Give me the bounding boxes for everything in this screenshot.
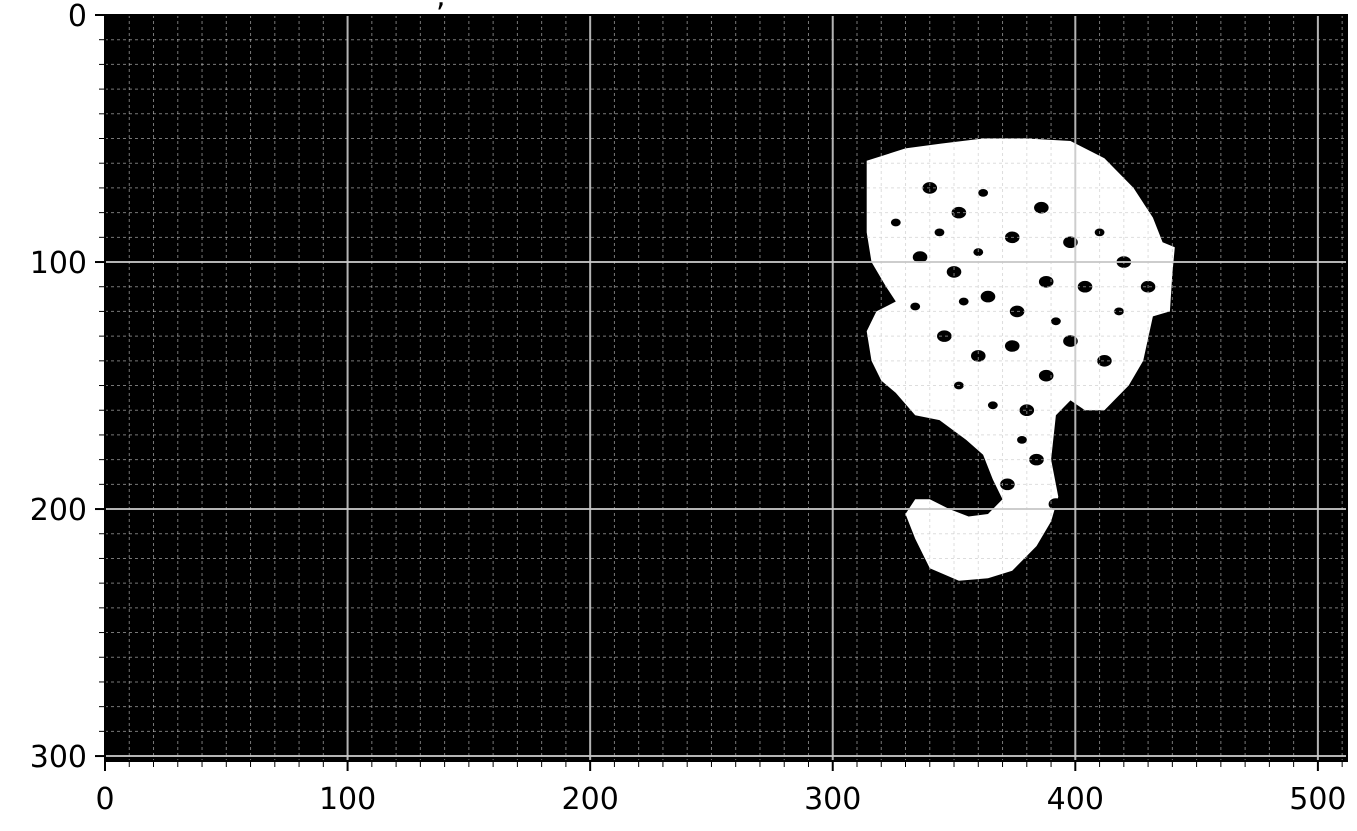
mask-hole bbox=[987, 401, 998, 410]
mask-hole bbox=[978, 188, 989, 197]
mask-hole bbox=[890, 218, 901, 227]
mask-layer bbox=[866, 138, 1175, 581]
mask-hole bbox=[980, 290, 996, 303]
mask-hole bbox=[1051, 317, 1061, 326]
x-tick-label: 0 bbox=[95, 782, 114, 817]
mask-hole bbox=[970, 350, 986, 362]
y-tick-label: 100 bbox=[30, 246, 87, 281]
x-tick-label: 500 bbox=[1289, 782, 1346, 817]
y-tick-label: 300 bbox=[30, 740, 87, 775]
x-tick-label: 300 bbox=[804, 782, 861, 817]
mask-hole bbox=[1097, 355, 1112, 367]
mask-hole bbox=[973, 248, 984, 257]
x-tick-label: 200 bbox=[562, 782, 619, 817]
y-tick-label: 0 bbox=[68, 0, 87, 34]
mask-hole bbox=[1038, 275, 1054, 288]
mask-hole bbox=[934, 228, 945, 237]
mask-hole bbox=[1063, 335, 1078, 347]
mask-hole bbox=[1017, 435, 1027, 444]
mask-hole bbox=[1048, 498, 1064, 510]
mask-hole bbox=[1038, 369, 1054, 382]
mask-hole bbox=[958, 297, 969, 306]
mask-region bbox=[866, 138, 1175, 581]
mask-hole bbox=[912, 251, 928, 263]
mask-hole bbox=[1019, 404, 1035, 417]
axes-frame bbox=[104, 14, 1348, 762]
mask-hole bbox=[910, 302, 921, 311]
x-tick-label: 400 bbox=[1047, 782, 1104, 817]
mask-hole bbox=[1034, 201, 1049, 214]
plot-area bbox=[105, 15, 1347, 761]
mask-hole bbox=[1114, 307, 1124, 316]
mask-hole bbox=[937, 330, 952, 342]
mask-hole bbox=[1063, 236, 1078, 249]
x-tick-label: 100 bbox=[319, 782, 376, 817]
mask-hole bbox=[946, 266, 962, 278]
mask-hole bbox=[1004, 340, 1020, 352]
y-tick-label: 200 bbox=[30, 493, 87, 528]
axes-layer: 0 100 200 300 400 500 0 100 200 300 bbox=[30, 0, 1348, 817]
chart-title-fragment: , bbox=[436, 0, 446, 14]
